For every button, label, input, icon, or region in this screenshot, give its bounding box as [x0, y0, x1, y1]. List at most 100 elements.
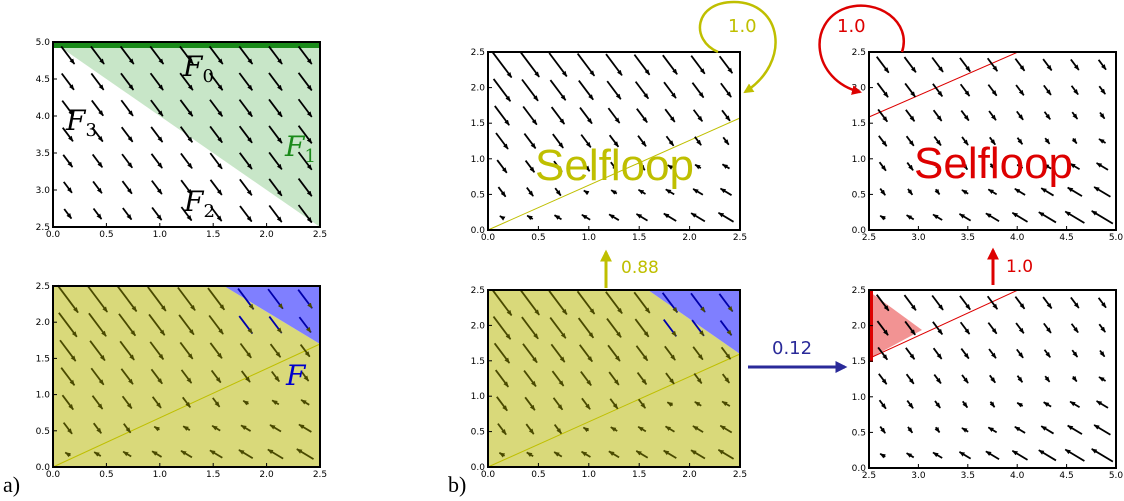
y-tick-label: 0.0: [36, 463, 51, 473]
y-tick-label: 2.0: [471, 84, 486, 94]
field-arrow: [122, 127, 133, 142]
field-arrow: [152, 207, 161, 220]
field-arrow: [1017, 111, 1023, 119]
field-arrow: [1097, 401, 1108, 408]
y-tick-label: 0.0: [852, 226, 867, 236]
field-arrow: [664, 82, 676, 98]
field-arrow: [494, 79, 511, 101]
field-arrow: [988, 323, 996, 334]
field-arrow: [498, 187, 505, 197]
field-arrow: [579, 81, 593, 100]
field-arrow: [1012, 213, 1027, 222]
plot-a-bottom: 0.0 0.5 1.0 1.5 2.0 2.5 0.0 0.5 1.0 1.5 2.0 2.5 F: [36, 282, 327, 480]
x-tick-label: 4.0: [1010, 471, 1025, 481]
x-tick-label: 2.0: [682, 470, 697, 480]
field-arrow: [1099, 324, 1105, 332]
field-arrow: [1045, 350, 1051, 358]
field-arrow: [691, 213, 705, 221]
field-arrow: [932, 295, 943, 309]
field-arrow: [1041, 188, 1053, 195]
field-arrow: [959, 214, 970, 221]
label-f: F: [285, 359, 307, 392]
field-arrow: [906, 110, 915, 121]
field-arrow: [584, 191, 588, 194]
field-arrow: [1041, 426, 1053, 433]
field-arrow: [1015, 297, 1024, 309]
field-arrow: [1043, 297, 1052, 308]
field-arrow: [879, 374, 887, 384]
x-tick-label: 0.5: [99, 230, 113, 240]
field-arrow: [692, 83, 703, 98]
x-tick-label: 1.5: [206, 470, 220, 480]
field-arrow: [634, 55, 649, 75]
field-arrow: [92, 100, 103, 115]
y-tick-label: 1.0: [852, 393, 867, 403]
field-arrow: [665, 109, 675, 122]
field-arrow: [1070, 402, 1079, 408]
field-arrow: [880, 427, 885, 434]
x-tick-label: 1.5: [632, 470, 646, 480]
label-f3: F3: [65, 104, 97, 141]
y-tick-label: 1.5: [852, 357, 866, 367]
field-arrow: [121, 100, 133, 116]
field-arrow: [94, 208, 102, 219]
y-tick-label: 0.5: [36, 427, 50, 437]
field-arrow: [960, 296, 970, 310]
field-arrow: [935, 401, 940, 408]
y-tick-label: 2.5: [852, 48, 866, 58]
field-arrow: [936, 189, 940, 194]
field-arrow: [988, 427, 996, 432]
x-tick-label: 5.0: [1109, 233, 1124, 243]
y-tick-label: 1.0: [852, 155, 867, 165]
field-arrow: [93, 154, 103, 167]
field-arrow: [1092, 449, 1113, 462]
field-arrow: [693, 189, 703, 195]
field-arrow: [1099, 60, 1106, 70]
x-tick-label: 3.0: [911, 471, 926, 481]
field-arrow: [933, 215, 942, 220]
x-tick-label: 1.0: [582, 233, 597, 243]
y-tick-label: 1.5: [852, 119, 866, 129]
field-arrow: [93, 181, 102, 193]
y-tick-label: 4.5: [36, 75, 50, 85]
field-arrow: [522, 79, 538, 100]
field-arrow: [636, 214, 647, 221]
x-tick-label: 2.0: [682, 233, 697, 243]
field-arrow: [1072, 86, 1079, 95]
field-arrow: [908, 427, 912, 433]
y-tick-label: 2.5: [36, 282, 50, 292]
field-arrow: [527, 216, 533, 219]
panel-label-b: b): [448, 472, 466, 498]
field-arrow: [963, 401, 968, 407]
field-arrow: [181, 153, 192, 168]
field-arrow: [609, 214, 619, 220]
field-arrow: [64, 182, 72, 193]
field-arrow: [152, 181, 162, 194]
field-arrow: [907, 136, 914, 146]
field-arrow: [1097, 163, 1108, 170]
field-arrow: [552, 107, 565, 124]
field-arrow: [1045, 112, 1051, 120]
y-tick-label: 1.0: [471, 155, 486, 165]
field-arrow: [722, 164, 729, 168]
field-arrow: [1017, 349, 1023, 357]
field-arrow: [934, 348, 942, 359]
x-tick-label: 2.5: [313, 230, 327, 240]
field-arrow: [721, 83, 731, 97]
field-arrow: [720, 56, 733, 73]
field-arrow: [990, 402, 994, 407]
field-arrow: [1015, 427, 1025, 433]
field-arrow: [611, 190, 617, 193]
field-arrow: [722, 110, 730, 121]
field-arrow: [1099, 86, 1105, 94]
field-arrow: [1065, 212, 1084, 224]
field-arrow: [988, 189, 996, 194]
selfloop-prob-yellow: 1.0: [728, 16, 757, 37]
field-arrow: [123, 208, 132, 220]
field-arrow: [1017, 376, 1022, 383]
field-arrow: [904, 295, 915, 310]
field-arrow: [1073, 376, 1077, 381]
field-arrow: [526, 161, 535, 173]
field-arrow: [880, 162, 886, 171]
field-arrow: [1044, 85, 1051, 95]
